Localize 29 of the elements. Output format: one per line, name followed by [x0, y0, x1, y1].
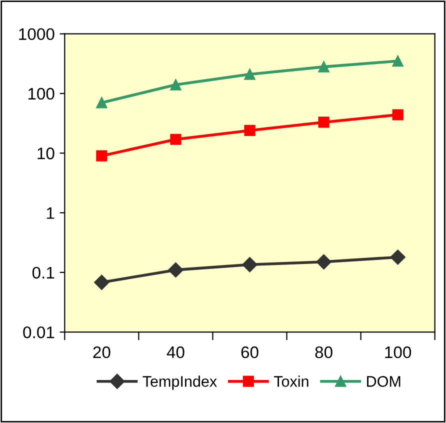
y-tick-label: 1 [46, 207, 54, 219]
legend-label: DOM [367, 376, 400, 387]
point [168, 262, 184, 278]
point [318, 116, 330, 128]
point [244, 124, 256, 136]
point [170, 134, 182, 145]
y-tick-label: 0.01 [23, 326, 54, 338]
point [94, 274, 110, 290]
point [244, 68, 256, 80]
point [96, 150, 108, 162]
point [96, 97, 108, 108]
y-tick-label: 100 [28, 88, 54, 100]
y-tick-label: 10 [38, 148, 54, 160]
point [242, 257, 258, 272]
legend-label: Toxin [274, 376, 308, 387]
y-tick-label: 0.1 [32, 266, 54, 279]
y-tick-label: 1000 [19, 28, 54, 40]
x-tick-label: 80 [315, 346, 332, 358]
point [170, 79, 182, 90]
point [392, 109, 404, 120]
point [390, 250, 406, 265]
x-tick-label: 20 [93, 346, 110, 358]
point [392, 55, 404, 67]
legend-label: TempIndex [142, 376, 217, 390]
x-tick-label: 40 [166, 346, 184, 358]
point [316, 254, 332, 270]
x-tick-label: 100 [385, 346, 412, 358]
point [318, 61, 330, 72]
x-tick-label: 60 [241, 346, 258, 358]
